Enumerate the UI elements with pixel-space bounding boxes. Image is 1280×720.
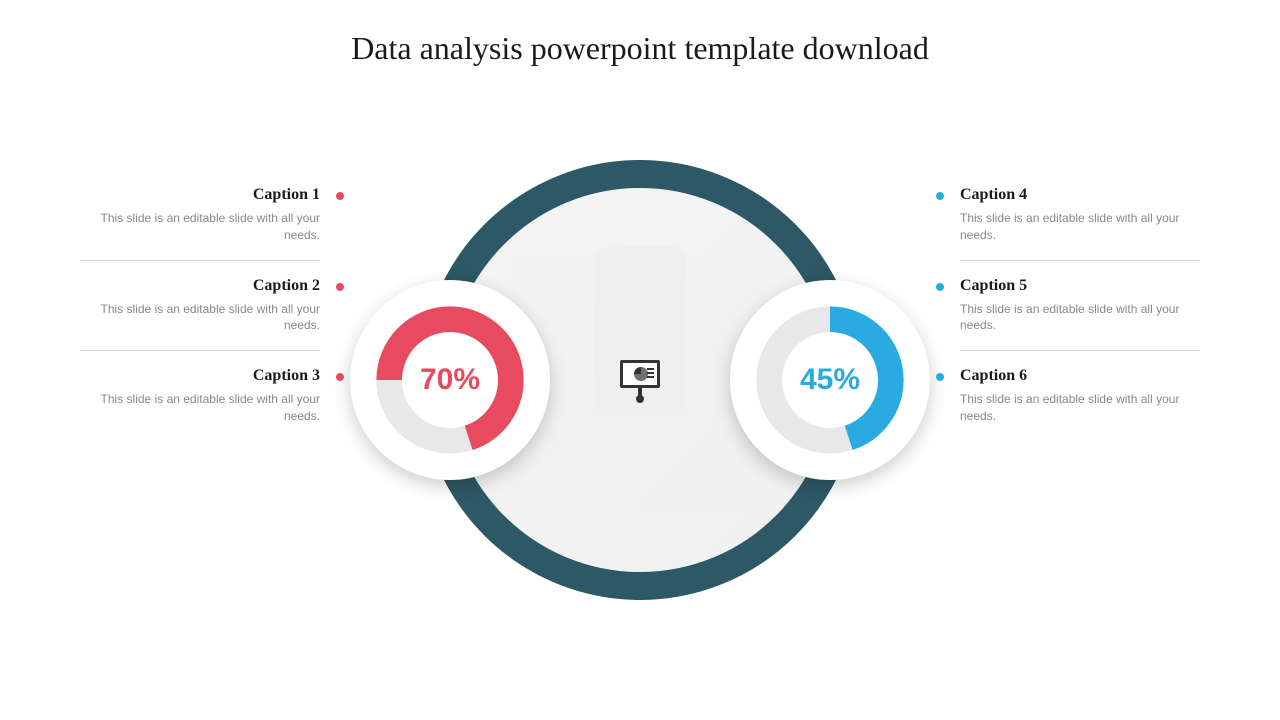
caption-bullet <box>936 373 944 381</box>
caption-title: Caption 5 <box>960 277 1200 295</box>
caption-block: Caption 5 This slide is an editable slide… <box>960 261 1200 352</box>
presentation-chart-icon <box>614 354 666 406</box>
captions-right-col: Caption 4 This slide is an editable slide… <box>960 170 1200 441</box>
donut-left: 70% <box>350 280 550 480</box>
caption-desc: This slide is an editable slide with all… <box>960 210 1200 244</box>
donut-right-label: 45% <box>800 363 860 397</box>
caption-desc: This slide is an editable slide with all… <box>960 391 1200 425</box>
caption-title: Caption 3 <box>80 367 320 385</box>
caption-title: Caption 6 <box>960 367 1200 385</box>
caption-block: Caption 3 This slide is an editable slide… <box>80 351 320 441</box>
caption-block: Caption 4 This slide is an editable slide… <box>960 170 1200 261</box>
caption-title: Caption 4 <box>960 186 1200 204</box>
caption-desc: This slide is an editable slide with all… <box>80 301 320 335</box>
caption-desc: This slide is an editable slide with all… <box>80 210 320 244</box>
caption-block: Caption 1 This slide is an editable slide… <box>80 170 320 261</box>
caption-bullet <box>336 192 344 200</box>
caption-title: Caption 2 <box>80 277 320 295</box>
caption-block: Caption 6 This slide is an editable slide… <box>960 351 1200 441</box>
main-content: 70% 45% Caption 1 This slide is an editab… <box>0 100 1280 660</box>
caption-desc: This slide is an editable slide with all… <box>960 301 1200 335</box>
caption-bullet <box>936 283 944 291</box>
caption-desc: This slide is an editable slide with all… <box>80 391 320 425</box>
caption-bullet <box>936 192 944 200</box>
donut-right: 45% <box>730 280 930 480</box>
caption-title: Caption 1 <box>80 186 320 204</box>
caption-block: Caption 2 This slide is an editable slide… <box>80 261 320 352</box>
caption-bullet <box>336 373 344 381</box>
caption-bullet <box>336 283 344 291</box>
page-title: Data analysis powerpoint template downlo… <box>0 0 1280 67</box>
captions-left-col: Caption 1 This slide is an editable slide… <box>80 170 320 441</box>
donut-left-label: 70% <box>420 363 480 397</box>
